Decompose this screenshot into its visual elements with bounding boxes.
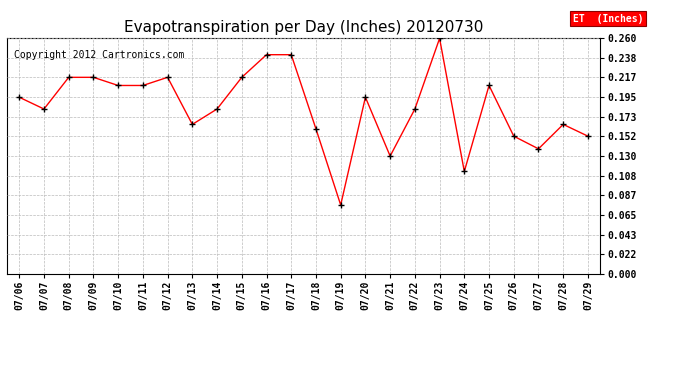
Text: Copyright 2012 Cartronics.com: Copyright 2012 Cartronics.com [14,50,184,60]
Title: Evapotranspiration per Day (Inches) 20120730: Evapotranspiration per Day (Inches) 2012… [124,20,483,35]
Text: ET  (Inches): ET (Inches) [573,14,643,24]
